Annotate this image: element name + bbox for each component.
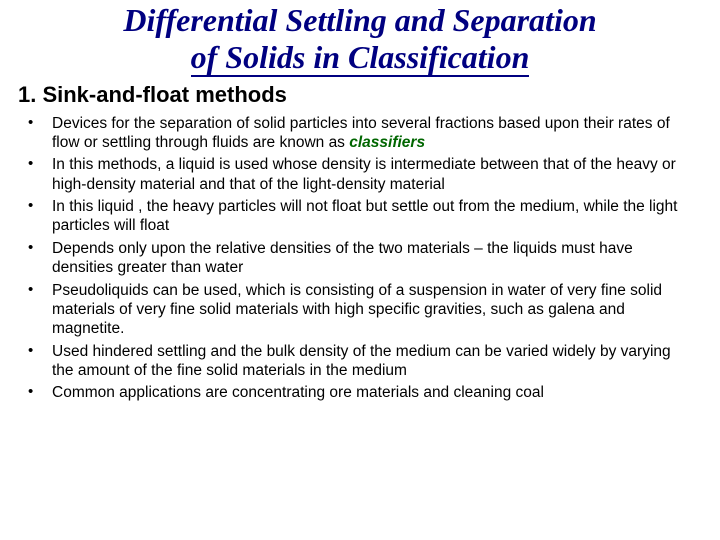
bullet-text: Used hindered settling and the bulk dens…	[52, 343, 671, 379]
list-item: Used hindered settling and the bulk dens…	[24, 342, 696, 381]
keyword: classifiers	[349, 134, 425, 151]
list-item: Common applications are concentrating or…	[24, 383, 696, 402]
bullet-text: In this methods, a liquid is used whose …	[52, 156, 676, 192]
bullet-text: Pseudoliquids can be used, which is cons…	[52, 282, 662, 338]
bullet-list: Devices for the separation of solid part…	[18, 114, 702, 403]
list-item: In this methods, a liquid is used whose …	[24, 155, 696, 194]
bullet-text: In this liquid , the heavy particles wil…	[52, 198, 677, 234]
slide-title: Differential Settling and Separation of …	[18, 0, 702, 76]
title-line-1: Differential Settling and Separation	[123, 2, 596, 38]
slide: Differential Settling and Separation of …	[0, 0, 720, 540]
title-line-2: of Solids in Classification	[191, 39, 530, 77]
bullet-text: Depends only upon the relative densities…	[52, 240, 633, 276]
list-item: Pseudoliquids can be used, which is cons…	[24, 281, 696, 339]
list-item: In this liquid , the heavy particles wil…	[24, 197, 696, 236]
list-item: Devices for the separation of solid part…	[24, 114, 696, 153]
section-heading: 1. Sink-and-float methods	[18, 82, 702, 108]
list-item: Depends only upon the relative densities…	[24, 239, 696, 278]
bullet-text: Common applications are concentrating or…	[52, 384, 544, 401]
